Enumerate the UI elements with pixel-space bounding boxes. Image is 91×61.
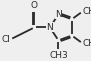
Text: Cl: Cl: [2, 35, 11, 44]
Text: CH3: CH3: [82, 39, 91, 48]
Text: N: N: [46, 23, 53, 32]
Text: CH3: CH3: [49, 51, 68, 60]
Text: N: N: [55, 10, 62, 19]
Text: CH3: CH3: [82, 7, 91, 16]
Text: O: O: [31, 1, 38, 10]
